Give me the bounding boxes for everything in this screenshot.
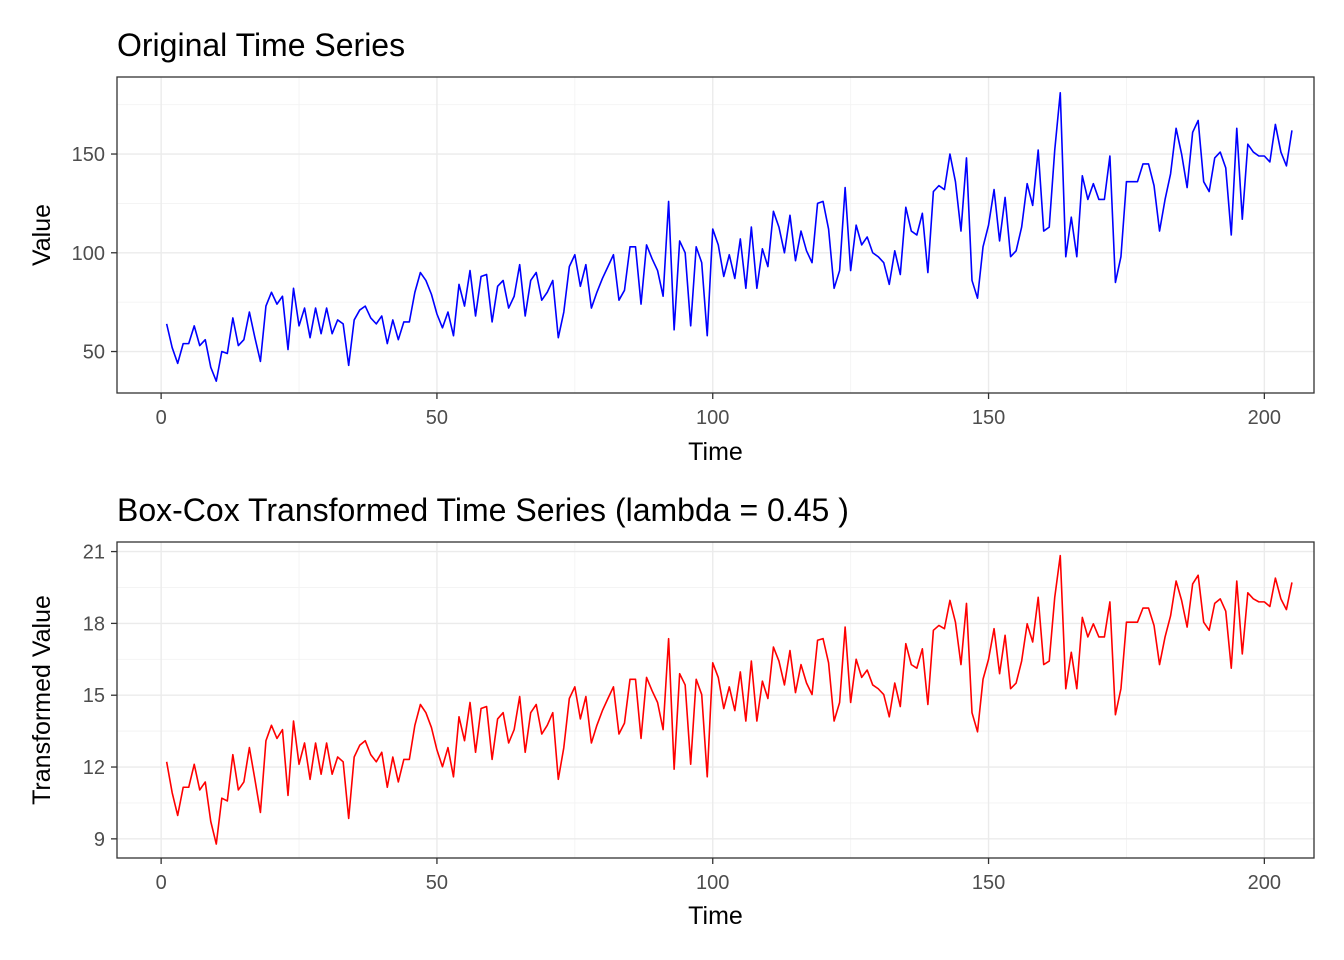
x-tick-label: 0 [156, 872, 167, 894]
y-axis-label: Transformed Value [28, 595, 56, 805]
chart-title: Box-Cox Transformed Time Series (lambda … [117, 492, 849, 528]
y-axis-label: Value [28, 204, 56, 266]
x-tick-label: 150 [972, 407, 1005, 429]
x-tick-label: 200 [1248, 407, 1281, 429]
y-tick-label: 50 [83, 342, 105, 364]
y-tick-label: 21 [83, 542, 105, 564]
x-tick-label: 50 [426, 872, 448, 894]
transformed-series-line [165, 554, 1293, 845]
y-tick-label: 9 [94, 829, 105, 851]
x-tick-label: 200 [1248, 872, 1281, 894]
x-tick-label: 50 [426, 407, 448, 429]
x-tick-label: 150 [972, 872, 1005, 894]
x-axis-label: Time [688, 902, 743, 930]
panel-background [117, 542, 1314, 858]
y-tick-label: 12 [83, 757, 105, 779]
y-tick-label: 150 [72, 144, 105, 166]
y-tick-label: 100 [72, 243, 105, 265]
x-tick-label: 100 [696, 872, 729, 894]
x-tick-label: 100 [696, 407, 729, 429]
y-tick-label: 18 [83, 613, 105, 635]
y-tick-label: 15 [83, 685, 105, 707]
chart-title: Original Time Series [117, 27, 405, 63]
x-axis-label: Time [688, 438, 743, 466]
panel-border [116, 541, 1315, 859]
original-series-panel: 0 50 100 150 200 50 100 150 Original Time Series… [28, 27, 1315, 466]
boxcox-series-panel: 0 50 100 150 200 9 12 15 18 21 Box-Cox Transformed… [28, 492, 1315, 930]
panel-border [116, 76, 1315, 394]
original-series-line [165, 92, 1293, 382]
x-tick-label: 0 [156, 407, 167, 429]
